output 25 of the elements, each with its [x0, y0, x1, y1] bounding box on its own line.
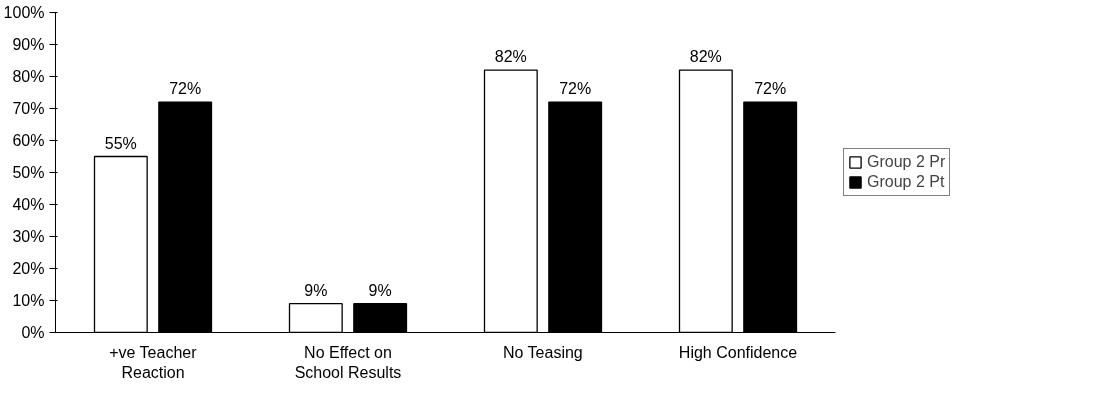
text: 82%	[494, 48, 527, 66]
x-tick-label: No Teasing	[502, 343, 583, 361]
y-tick-label: 90%	[12, 36, 45, 53]
y-tick-label: 60%	[12, 132, 45, 149]
x-tick-label: High Confidence	[678, 343, 798, 361]
legend-label: Group 2 Pt	[867, 173, 945, 191]
text: 55%	[104, 134, 137, 152]
text: 9%	[368, 281, 392, 299]
y-tick-label: 0%	[21, 324, 45, 341]
y-tick-label: 40%	[12, 196, 45, 213]
y-tick-label: 30%	[12, 228, 45, 245]
y-tick-label: 100%	[3, 4, 45, 21]
x-tick-label: No Effect on School Results	[294, 343, 402, 381]
y-tick-label: 80%	[12, 68, 45, 85]
text: 72%	[169, 80, 202, 98]
y-tick-label: 70%	[12, 100, 45, 117]
y-tick-label: 50%	[12, 164, 45, 181]
legend-label: Group 2 Pr	[867, 153, 946, 171]
text: 9%	[304, 281, 328, 299]
y-tick-label: 10%	[12, 292, 45, 309]
text: 72%	[559, 80, 592, 98]
y-tick-label: 20%	[12, 260, 45, 277]
text: 82%	[689, 48, 722, 66]
x-tick-label: +ve Teacher Reaction	[109, 343, 198, 381]
text: 72%	[754, 80, 787, 98]
